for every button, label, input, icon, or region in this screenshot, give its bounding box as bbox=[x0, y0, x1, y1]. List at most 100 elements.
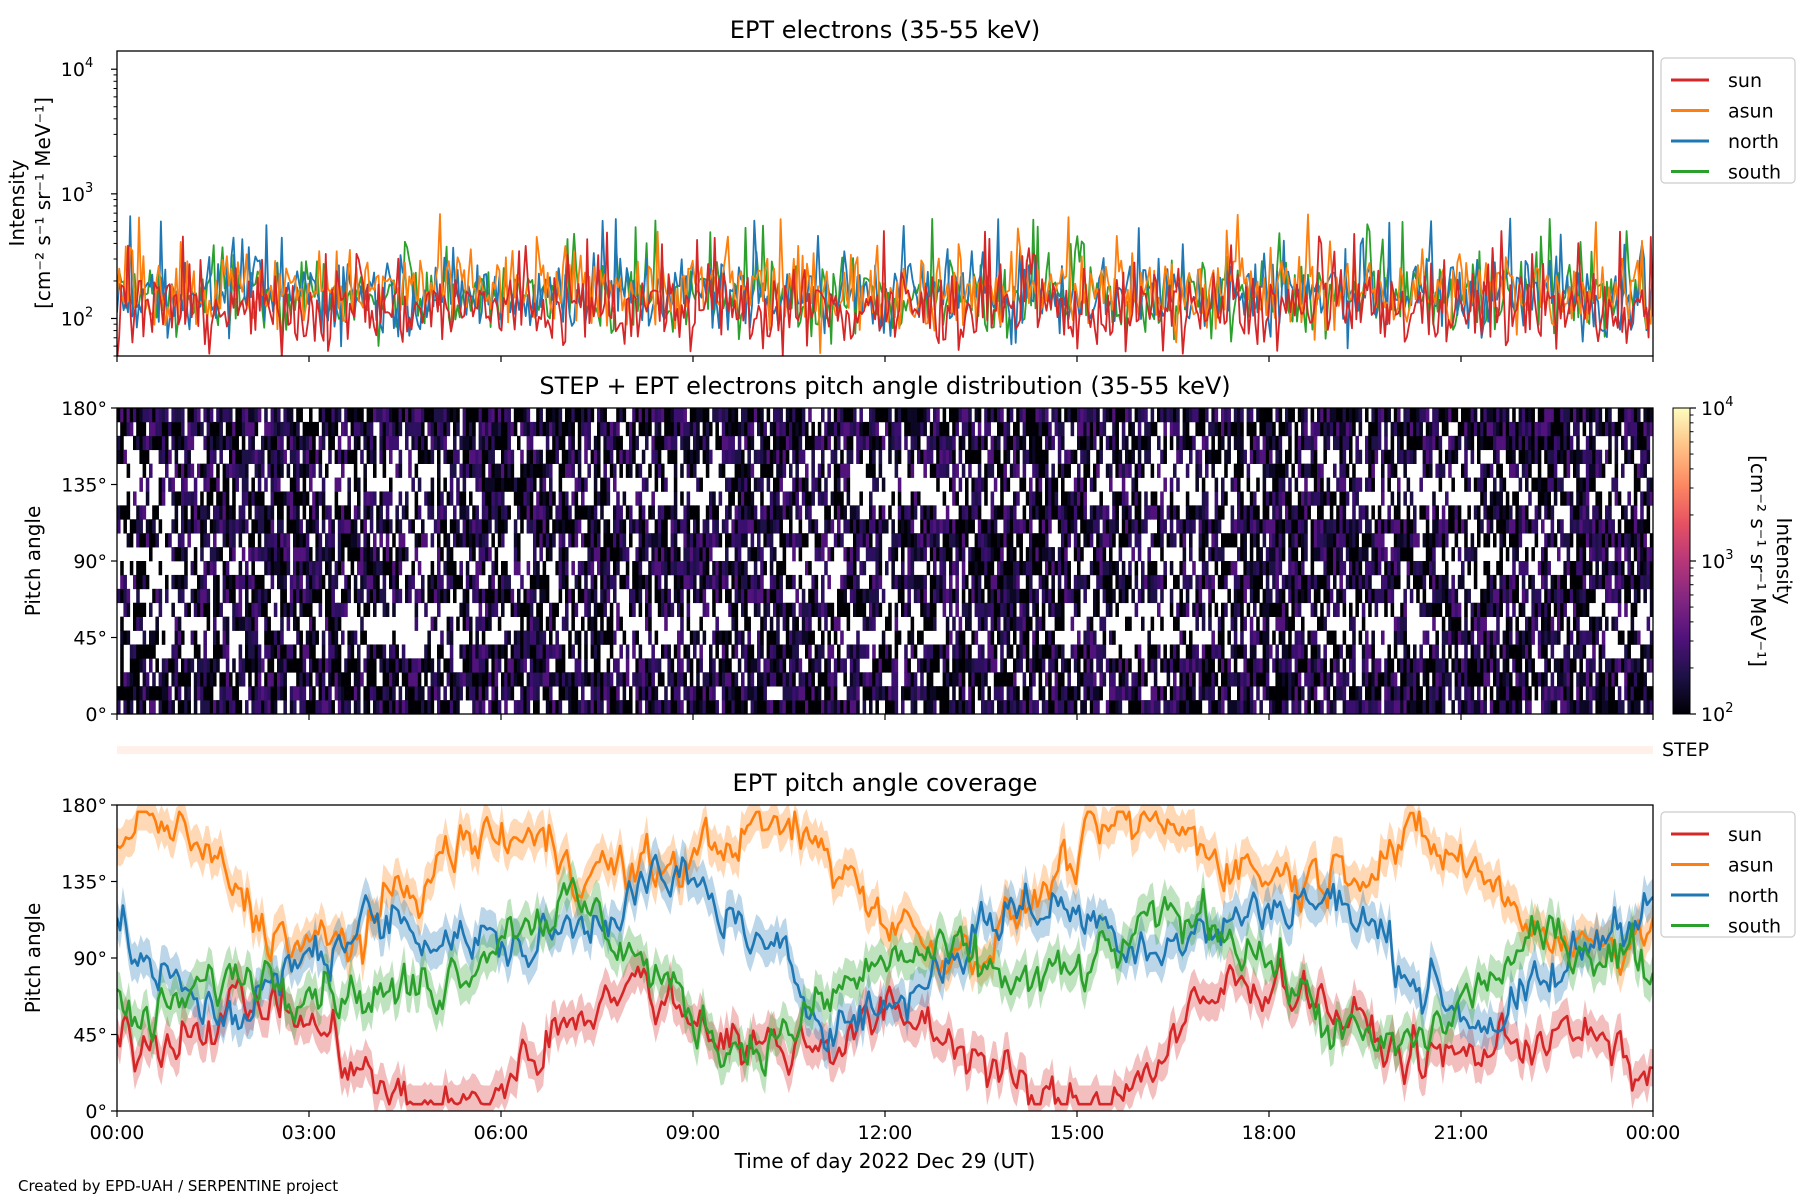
heatmap-cell bbox=[1019, 588, 1023, 604]
heatmap-cell bbox=[968, 505, 972, 520]
heatmap-cell bbox=[1118, 547, 1123, 562]
heatmap-cell bbox=[616, 449, 620, 464]
heatmap-cell bbox=[859, 561, 863, 576]
heatmap-cell bbox=[526, 602, 531, 617]
heatmap-cell bbox=[1153, 533, 1158, 548]
heatmap-cell bbox=[325, 533, 329, 548]
heatmap-cell bbox=[523, 588, 527, 604]
heatmap-cell bbox=[1099, 644, 1103, 659]
heatmap-cell bbox=[891, 519, 895, 534]
heatmap-cell bbox=[1134, 602, 1139, 617]
heatmap-cell bbox=[389, 547, 393, 562]
heatmap-cell bbox=[1054, 658, 1059, 673]
heatmap-cell bbox=[1125, 449, 1129, 464]
heatmap-cell bbox=[507, 672, 511, 687]
heatmap-cell bbox=[904, 408, 908, 423]
heatmap-cell bbox=[225, 533, 230, 548]
heatmap-cell bbox=[808, 505, 812, 520]
heatmap-cell bbox=[1109, 477, 1113, 492]
heatmap-cell bbox=[952, 533, 956, 548]
heatmap-cell bbox=[574, 630, 579, 645]
heatmap-cell bbox=[638, 519, 643, 534]
heatmap-cell bbox=[283, 658, 287, 673]
heatmap-cell bbox=[315, 588, 319, 604]
heatmap-cell bbox=[328, 533, 332, 548]
heatmap-cell bbox=[571, 616, 575, 631]
heatmap-cell bbox=[693, 588, 697, 604]
heatmap-cell bbox=[1093, 700, 1097, 714]
heatmap-cell bbox=[1025, 421, 1030, 437]
heatmap-cell bbox=[1137, 505, 1142, 520]
heatmap-cell bbox=[142, 435, 147, 451]
heatmap-cell bbox=[731, 519, 735, 534]
heatmap-cell bbox=[680, 574, 684, 590]
heatmap-cell bbox=[456, 686, 460, 701]
heatmap-cell bbox=[1160, 533, 1164, 548]
heatmap-cell bbox=[552, 435, 556, 451]
heatmap-cell bbox=[830, 449, 835, 464]
heatmap-cell bbox=[149, 463, 153, 478]
heatmap-cell bbox=[664, 435, 668, 451]
heatmap-cell bbox=[990, 561, 995, 576]
heatmap-cell bbox=[481, 672, 486, 687]
heatmap-cell bbox=[341, 700, 345, 714]
heatmap-cell bbox=[750, 547, 755, 562]
heatmap-cell bbox=[843, 588, 847, 604]
heatmap-cell bbox=[200, 421, 204, 437]
heatmap-cell bbox=[673, 463, 678, 478]
heatmap-cell bbox=[1112, 435, 1116, 451]
heatmap-cell bbox=[177, 574, 182, 590]
heatmap-cell bbox=[619, 533, 623, 548]
heatmap-cell bbox=[232, 574, 236, 590]
heatmap-cell bbox=[437, 700, 441, 714]
heatmap-cell bbox=[1003, 463, 1007, 478]
heatmap-cell bbox=[590, 519, 595, 534]
heatmap-cell bbox=[1102, 421, 1107, 437]
heatmap-cell bbox=[603, 588, 607, 604]
heatmap-cell bbox=[369, 658, 374, 673]
heatmap-cell bbox=[456, 491, 460, 506]
heatmap-cell bbox=[661, 672, 665, 687]
heatmap-cell bbox=[363, 574, 367, 590]
heatmap-cell bbox=[181, 700, 185, 714]
heatmap-cell bbox=[504, 588, 508, 604]
heatmap-cell bbox=[347, 644, 351, 659]
heatmap-cell bbox=[670, 658, 675, 673]
heatmap-cell bbox=[856, 588, 860, 604]
heatmap-cell bbox=[923, 408, 927, 423]
heatmap-cell bbox=[302, 547, 307, 562]
heatmap-cell bbox=[251, 686, 255, 701]
heatmap-cell bbox=[469, 491, 473, 506]
heatmap-cell bbox=[277, 561, 281, 576]
heatmap-cell bbox=[238, 700, 243, 714]
heatmap-cell bbox=[801, 408, 806, 423]
heatmap-cell bbox=[523, 658, 527, 673]
heatmap-cell bbox=[846, 435, 851, 451]
heatmap-cell bbox=[437, 421, 441, 437]
heatmap-cell bbox=[152, 435, 156, 451]
heatmap-cell bbox=[795, 463, 799, 478]
heatmap-cell bbox=[1077, 491, 1081, 506]
heatmap-cell bbox=[917, 547, 921, 562]
heatmap-cell bbox=[318, 408, 323, 423]
heatmap-cell bbox=[353, 519, 358, 534]
heatmap-cell bbox=[203, 435, 207, 451]
heatmap-cell bbox=[616, 602, 620, 617]
heatmap-cell bbox=[757, 421, 761, 437]
heatmap-cell bbox=[462, 533, 467, 548]
heatmap-cell bbox=[888, 449, 892, 464]
heatmap-cell bbox=[875, 686, 879, 701]
heatmap-cell bbox=[366, 547, 371, 562]
heatmap-cell bbox=[955, 658, 959, 673]
heatmap-cell bbox=[126, 491, 131, 506]
heatmap-cell bbox=[894, 602, 899, 617]
heatmap-cell bbox=[1041, 421, 1046, 437]
heatmap-cell bbox=[389, 435, 393, 451]
heatmap-cell bbox=[213, 449, 217, 464]
heatmap-cell bbox=[789, 421, 793, 437]
heatmap-cell bbox=[833, 533, 838, 548]
heatmap-cell bbox=[830, 491, 835, 506]
heatmap-cell bbox=[1064, 533, 1068, 548]
heatmap-cell bbox=[1032, 644, 1036, 659]
heatmap-cell bbox=[952, 700, 956, 714]
